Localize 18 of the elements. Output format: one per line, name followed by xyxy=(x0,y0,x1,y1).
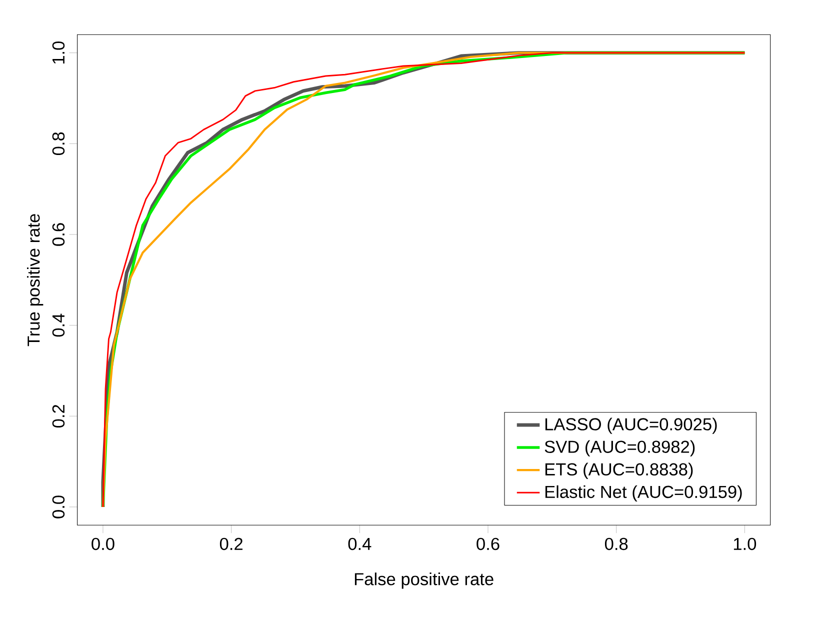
x-axis-title: False positive rate xyxy=(354,572,494,589)
y-tick-label: 0.4 xyxy=(52,314,65,336)
x-tick-label: 0.0 xyxy=(92,538,114,550)
x-tick-label: 0.2 xyxy=(220,538,242,550)
x-tick-label: 0.6 xyxy=(476,538,500,550)
x-tick-label: 0.8 xyxy=(604,538,628,550)
y-tick-label: 0.0 xyxy=(52,495,65,518)
y-tick-label: 0.8 xyxy=(52,132,65,155)
legend-label: LASSO (AUC=0.9025) xyxy=(545,417,717,434)
y-tick-label: 0.2 xyxy=(52,404,65,428)
x-tick-label: 0.4 xyxy=(348,538,372,550)
legend-label: ETS (AUC=0.8838) xyxy=(545,462,693,479)
legend-label: Elastic Net (AUC=0.9159) xyxy=(545,485,742,502)
y-axis-title: True positive rate xyxy=(27,214,44,346)
y-tick-label: 1.0 xyxy=(52,41,65,64)
legend-label: SVD (AUC=0.8982) xyxy=(544,440,695,456)
y-tick-label: 0.6 xyxy=(52,222,65,246)
x-tick-label: 1.0 xyxy=(734,538,756,550)
